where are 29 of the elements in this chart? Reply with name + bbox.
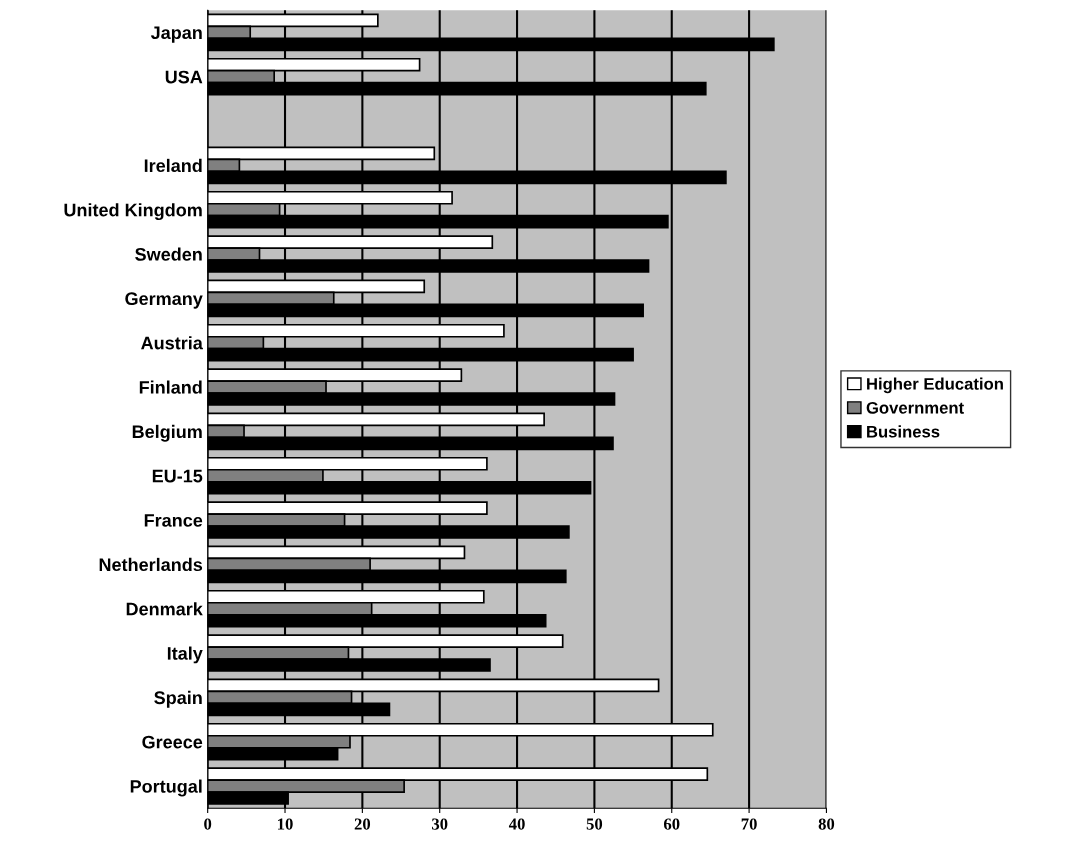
- legend-label: Government: [866, 401, 964, 414]
- y-tick-label: Greece: [142, 735, 203, 749]
- y-tick-label: Italy: [167, 646, 203, 664]
- y-tick-label: Germany: [125, 292, 203, 309]
- x-tick-label: 30: [432, 818, 448, 830]
- x-tick-label: 20: [354, 818, 371, 830]
- x-tick-label: 10: [278, 818, 293, 830]
- y-tick-label: Belgium: [132, 424, 202, 442]
- y-tick-label: Netherlands: [99, 557, 203, 572]
- y-tick-label: Denmark: [126, 602, 203, 616]
- y-tick-label: EU-15: [152, 469, 203, 483]
- legend-label: Business: [867, 425, 940, 438]
- x-tick-label: 0: [204, 818, 212, 830]
- x-tick-label: 80: [818, 818, 835, 830]
- y-tick-label: Austria: [141, 336, 203, 350]
- legend-label: Higher Education: [867, 377, 1003, 394]
- x-tick-label: 40: [508, 818, 525, 830]
- x-tick-label: 70: [741, 818, 757, 830]
- y-tick-label: Ireland: [144, 158, 202, 173]
- y-tick-label: France: [144, 514, 203, 527]
- y-tick-label: Finland: [139, 380, 202, 394]
- x-tick-label: 50: [586, 818, 603, 830]
- y-tick-label: Spain: [154, 690, 202, 708]
- y-tick-label: Portugal: [130, 779, 202, 797]
- y-tick-label: United Kingdom: [64, 203, 202, 221]
- x-tick-label: 60: [663, 818, 680, 830]
- y-tick-label: Japan: [150, 26, 202, 43]
- y-tick-label: USA: [165, 70, 203, 84]
- y-tick-label: Sweden: [135, 247, 202, 261]
